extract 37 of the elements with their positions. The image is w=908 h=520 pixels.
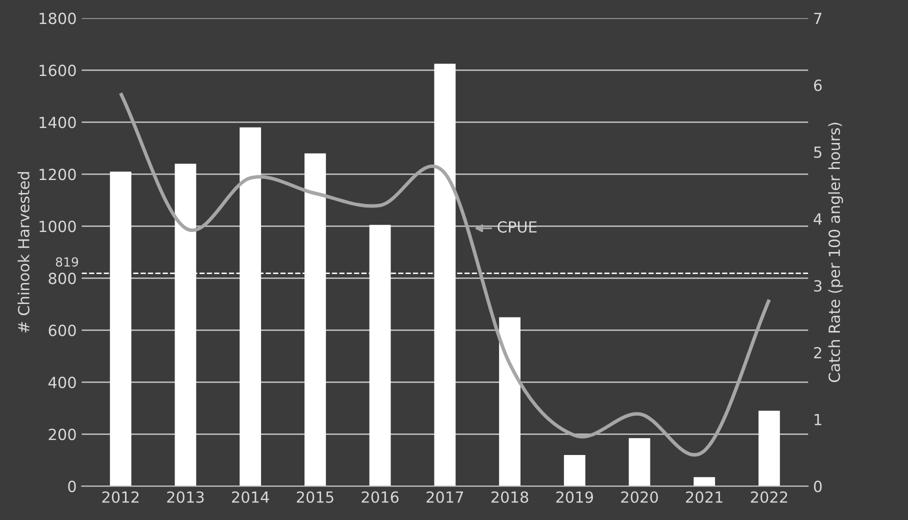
y2-tick-label: 3 — [814, 280, 822, 292]
y-axis-title: # Chinook Harvested — [18, 172, 30, 332]
y-tick-label: 1400 — [40, 116, 76, 128]
x-tick-label: 2019 — [556, 491, 593, 503]
x-tick-label: 2017 — [426, 491, 464, 503]
x-tick-label: 2014 — [232, 491, 269, 503]
y2-tick-label: 1 — [814, 414, 822, 426]
y2-tick-label: 7 — [814, 12, 822, 24]
y-tick-label: 400 — [48, 376, 76, 388]
bar — [628, 438, 650, 486]
y-tick-label: 1200 — [40, 168, 76, 180]
ref-line-label: 819 — [56, 257, 78, 267]
y2-tick-label: 2 — [814, 346, 822, 358]
x-tick-label: 2016 — [362, 491, 399, 503]
y-tick-label: 1600 — [40, 64, 76, 76]
bar — [564, 455, 586, 486]
y-tick-label: 800 — [48, 272, 76, 284]
y2-tick-label: 5 — [814, 146, 822, 158]
x-tick-label: 2022 — [750, 491, 788, 503]
x-tick-label: 2015 — [296, 491, 334, 503]
bar — [694, 477, 716, 486]
y-tick-label: 600 — [48, 324, 76, 336]
y-tick-label: 0 — [68, 480, 76, 492]
x-tick-label: 2013 — [167, 491, 204, 503]
x-tick-label: 2021 — [686, 491, 722, 503]
y-tick-label: 1800 — [40, 12, 76, 24]
bar — [758, 410, 780, 486]
bar — [499, 317, 520, 486]
y2-axis-title: Catch Rate (per 100 angler hours) — [828, 122, 844, 382]
y2-tick-label: 6 — [814, 80, 822, 92]
x-tick-label: 2020 — [621, 491, 658, 503]
y2-tick-label: 4 — [814, 213, 822, 225]
x-tick-label: 2018 — [491, 491, 528, 503]
x-tick-label: 2012 — [102, 491, 139, 503]
y2-tick-label: 0 — [814, 480, 822, 492]
y-tick-label: 200 — [48, 428, 76, 440]
y-tick-label: 1000 — [40, 220, 76, 232]
